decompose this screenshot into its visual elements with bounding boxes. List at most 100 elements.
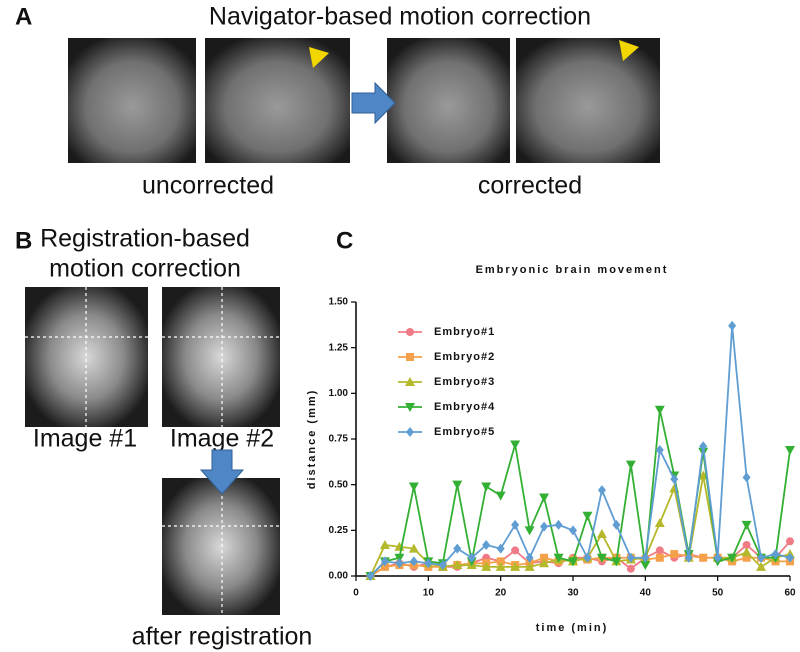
legend-marker — [406, 353, 414, 361]
marker — [728, 320, 737, 331]
marker — [409, 556, 418, 567]
x-tick-label: 40 — [640, 588, 652, 599]
marker — [655, 553, 664, 562]
marker — [424, 558, 433, 569]
marker — [786, 552, 794, 563]
marker — [727, 553, 738, 563]
mri-image — [387, 38, 510, 163]
marker — [582, 511, 593, 521]
y-tick-label: 0.50 — [329, 479, 349, 490]
crosshair — [25, 287, 280, 615]
marker — [757, 552, 766, 563]
arrow — [351, 81, 396, 125]
legend-label: Embryo#4 — [434, 401, 495, 413]
chart-title: Embryonic brain movement — [476, 264, 669, 276]
marker — [380, 556, 389, 567]
legend-marker — [405, 377, 415, 386]
legend-marker — [406, 427, 414, 437]
marker — [640, 561, 651, 571]
marker — [395, 558, 404, 569]
marker — [481, 482, 492, 492]
mri-image — [162, 287, 280, 427]
marker — [742, 540, 751, 549]
arrowhead-marker — [619, 40, 639, 61]
y-tick-label: 0.25 — [329, 525, 349, 536]
marker — [597, 485, 606, 496]
marker — [481, 561, 492, 571]
marker — [611, 557, 622, 567]
marker — [438, 560, 447, 571]
marker — [756, 561, 767, 571]
marker — [539, 493, 550, 503]
mri-image — [516, 38, 660, 163]
x-tick-label: 30 — [567, 588, 579, 599]
x-tick-label: 20 — [495, 588, 507, 599]
marker — [452, 560, 463, 570]
caption: Image #2 — [170, 425, 274, 453]
caption: uncorrected — [142, 172, 274, 200]
marker — [408, 543, 419, 553]
marker — [699, 553, 708, 562]
marker — [655, 546, 664, 555]
marker — [540, 521, 549, 532]
marker — [713, 552, 722, 563]
marker — [495, 491, 506, 501]
marker — [553, 553, 564, 563]
legend-label: Embryo#1 — [434, 326, 495, 338]
marker — [741, 520, 752, 530]
x-tick-label: 10 — [423, 588, 435, 599]
arrowhead-marker — [309, 47, 329, 68]
marker — [655, 444, 664, 455]
panel-label: A — [15, 3, 32, 30]
mri-image — [205, 38, 350, 163]
x-tick-label: 50 — [712, 588, 724, 599]
marker — [699, 441, 708, 452]
marker — [583, 552, 592, 563]
y-tick-label: 1.00 — [329, 388, 349, 399]
panel-title: motion correction — [49, 255, 241, 283]
marker — [379, 539, 390, 549]
marker — [625, 460, 636, 470]
marker — [670, 474, 679, 485]
marker — [511, 519, 520, 530]
marker — [380, 562, 389, 571]
mri-image — [162, 478, 280, 615]
marker — [408, 482, 419, 492]
marker — [654, 518, 665, 528]
caption: after registration — [132, 623, 313, 651]
marker — [641, 552, 650, 563]
marker — [654, 405, 665, 415]
legend-label: Embryo#5 — [434, 426, 495, 438]
marker — [366, 571, 375, 581]
marker — [524, 526, 535, 536]
legend-label: Embryo#2 — [434, 351, 495, 363]
x-tick-label: 0 — [353, 588, 359, 599]
marker — [741, 547, 752, 557]
marker — [771, 549, 780, 560]
legend-marker — [405, 403, 415, 412]
marker — [742, 553, 751, 562]
x-axis-label: time (min) — [536, 622, 609, 634]
marker — [510, 440, 521, 450]
marker — [496, 557, 505, 566]
caption: Image #1 — [33, 425, 137, 453]
marker — [785, 445, 795, 455]
marker — [495, 561, 506, 571]
marker — [482, 539, 491, 550]
marker — [511, 546, 520, 555]
marker — [510, 561, 521, 571]
marker — [540, 553, 549, 562]
marker — [453, 543, 462, 554]
marker — [742, 472, 751, 483]
marker — [496, 543, 505, 554]
arrow — [199, 449, 245, 495]
marker — [525, 552, 534, 563]
y-tick-label: 1.50 — [329, 297, 349, 308]
marker — [569, 525, 577, 536]
panel-title: Navigator-based motion correction — [209, 3, 591, 31]
marker — [452, 480, 463, 490]
y-tick-label: 1.25 — [329, 342, 349, 353]
panel-label: B — [15, 227, 32, 254]
panel-label: C — [336, 227, 353, 254]
